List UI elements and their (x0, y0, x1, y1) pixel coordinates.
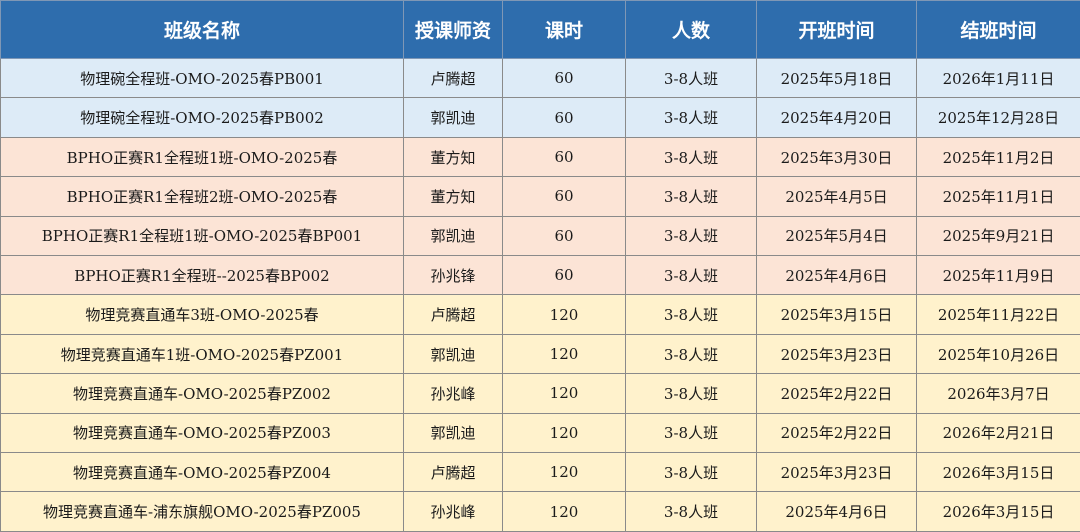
cell-end-date: 2025年11月22日 (916, 294, 1080, 335)
cell-end-date: 2026年3月15日 (916, 452, 1080, 493)
cell-teacher: 卢腾超 (403, 452, 503, 493)
header-end-date: 结班时间 (916, 0, 1080, 59)
cell-start-date: 2025年3月30日 (756, 136, 917, 178)
cell-size: 3-8人班 (625, 255, 757, 296)
table-row: 物理碗全程班-OMO-2025春PB001 卢腾超 60 3-8人班 2025年5月18… (0, 57, 1080, 99)
table-row: 物理竞赛直通车-OMO-2025春PZ004 卢腾超 120 3-8人班 2025年3月… (0, 452, 1080, 493)
cell-hours: 60 (502, 176, 626, 217)
cell-start-date: 2025年3月15日 (756, 294, 917, 335)
cell-class-name: 物理竞赛直通车3班-OMO-2025春 (0, 294, 404, 335)
table-row: BPHO正赛R1全程班2班-OMO-2025春 董方知 60 3-8人班 2025年4月… (0, 176, 1080, 217)
cell-class-name: 物理竞赛直通车-OMO-2025春PZ004 (0, 452, 404, 493)
cell-class-name: 物理竞赛直通车1班-OMO-2025春PZ001 (0, 333, 404, 375)
cell-start-date: 2025年5月18日 (756, 57, 917, 99)
cell-start-date: 2025年4月5日 (756, 176, 917, 217)
cell-start-date: 2025年3月23日 (756, 333, 917, 375)
cell-end-date: 2026年1月11日 (916, 57, 1080, 99)
cell-class-name: BPHO正赛R1全程班2班-OMO-2025春 (0, 176, 404, 217)
cell-size: 3-8人班 (625, 136, 757, 178)
cell-start-date: 2025年2月22日 (756, 373, 917, 414)
cell-teacher: 郭凯迪 (403, 215, 503, 257)
table-row: 物理竞赛直通车-OMO-2025春PZ002 孙兆峰 120 3-8人班 2025年2月… (0, 373, 1080, 414)
cell-class-name: 物理竞赛直通车-浦东旗舰OMO-2025春PZ005 (0, 491, 404, 532)
cell-class-name: BPHO正赛R1全程班1班-OMO-2025春BP001 (0, 215, 404, 257)
cell-teacher: 孙兆峰 (403, 373, 503, 414)
header-hours: 课时 (502, 0, 626, 59)
cell-hours: 60 (502, 136, 626, 178)
cell-end-date: 2025年10月26日 (916, 333, 1080, 375)
cell-class-name: 物理碗全程班-OMO-2025春PB002 (0, 97, 404, 138)
cell-hours: 120 (502, 491, 626, 532)
cell-end-date: 2025年11月1日 (916, 176, 1080, 217)
cell-end-date: 2025年12月28日 (916, 97, 1080, 138)
cell-teacher: 郭凯迪 (403, 412, 503, 454)
cell-class-name: 物理竞赛直通车-OMO-2025春PZ002 (0, 373, 404, 414)
cell-class-name: 物理竞赛直通车-OMO-2025春PZ003 (0, 412, 404, 454)
cell-size: 3-8人班 (625, 57, 757, 99)
cell-hours: 120 (502, 294, 626, 335)
cell-hours: 120 (502, 412, 626, 454)
cell-class-name: 物理碗全程班-OMO-2025春PB001 (0, 57, 404, 99)
table-row: 物理竞赛直通车-浦东旗舰OMO-2025春PZ005 孙兆峰 120 3-8人班 202… (0, 491, 1080, 532)
cell-hours: 120 (502, 373, 626, 414)
table-row: BPHO正赛R1全程班1班-OMO-2025春BP001 郭凯迪 60 3-8人班 20… (0, 215, 1080, 257)
header-row: 班级名称 授课师资 课时 人数 开班时间 结班时间 (0, 0, 1080, 59)
cell-end-date: 2025年11月2日 (916, 136, 1080, 178)
cell-size: 3-8人班 (625, 412, 757, 454)
cell-teacher: 董方知 (403, 136, 503, 178)
cell-teacher: 董方知 (403, 176, 503, 217)
cell-class-name: BPHO正赛R1全程班--2025春BP002 (0, 255, 404, 296)
cell-teacher: 卢腾超 (403, 57, 503, 99)
table-row: 物理竞赛直通车1班-OMO-2025春PZ001 郭凯迪 120 3-8人班 2025年… (0, 333, 1080, 375)
cell-hours: 60 (502, 255, 626, 296)
cell-hours: 60 (502, 215, 626, 257)
header-start-date: 开班时间 (756, 0, 917, 59)
cell-start-date: 2025年2月22日 (756, 412, 917, 454)
cell-teacher: 孙兆锋 (403, 255, 503, 296)
cell-hours: 60 (502, 97, 626, 138)
cell-start-date: 2025年5月4日 (756, 215, 917, 257)
cell-end-date: 2025年9月21日 (916, 215, 1080, 257)
cell-hours: 120 (502, 452, 626, 493)
header-class-name: 班级名称 (0, 0, 404, 59)
cell-size: 3-8人班 (625, 97, 757, 138)
table-body: 物理碗全程班-OMO-2025春PB001 卢腾超 60 3-8人班 2025年5月18… (0, 57, 1080, 532)
cell-size: 3-8人班 (625, 452, 757, 493)
cell-size: 3-8人班 (625, 176, 757, 217)
cell-hours: 120 (502, 333, 626, 375)
cell-size: 3-8人班 (625, 491, 757, 532)
cell-start-date: 2025年4月6日 (756, 255, 917, 296)
header-teacher: 授课师资 (403, 0, 503, 59)
cell-end-date: 2026年3月7日 (916, 373, 1080, 414)
cell-start-date: 2025年4月6日 (756, 491, 917, 532)
cell-size: 3-8人班 (625, 333, 757, 375)
cell-size: 3-8人班 (625, 294, 757, 335)
cell-class-name: BPHO正赛R1全程班1班-OMO-2025春 (0, 136, 404, 178)
cell-teacher: 孙兆峰 (403, 491, 503, 532)
cell-end-date: 2026年2月21日 (916, 412, 1080, 454)
cell-start-date: 2025年4月20日 (756, 97, 917, 138)
header-size: 人数 (625, 0, 757, 59)
cell-teacher: 卢腾超 (403, 294, 503, 335)
table-row: 物理竞赛直通车-OMO-2025春PZ003 郭凯迪 120 3-8人班 2025年2月… (0, 412, 1080, 454)
table-row: 物理竞赛直通车3班-OMO-2025春 卢腾超 120 3-8人班 2025年3月15日… (0, 294, 1080, 335)
cell-start-date: 2025年3月23日 (756, 452, 917, 493)
cell-size: 3-8人班 (625, 215, 757, 257)
cell-end-date: 2026年3月15日 (916, 491, 1080, 532)
cell-teacher: 郭凯迪 (403, 97, 503, 138)
table-row: BPHO正赛R1全程班--2025春BP002 孙兆锋 60 3-8人班 2025年4月… (0, 255, 1080, 296)
table-row: BPHO正赛R1全程班1班-OMO-2025春 董方知 60 3-8人班 2025年3月… (0, 136, 1080, 178)
cell-end-date: 2025年11月9日 (916, 255, 1080, 296)
cell-hours: 60 (502, 57, 626, 99)
table-row: 物理碗全程班-OMO-2025春PB002 郭凯迪 60 3-8人班 2025年4月20… (0, 97, 1080, 138)
cell-size: 3-8人班 (625, 373, 757, 414)
cell-teacher: 郭凯迪 (403, 333, 503, 375)
